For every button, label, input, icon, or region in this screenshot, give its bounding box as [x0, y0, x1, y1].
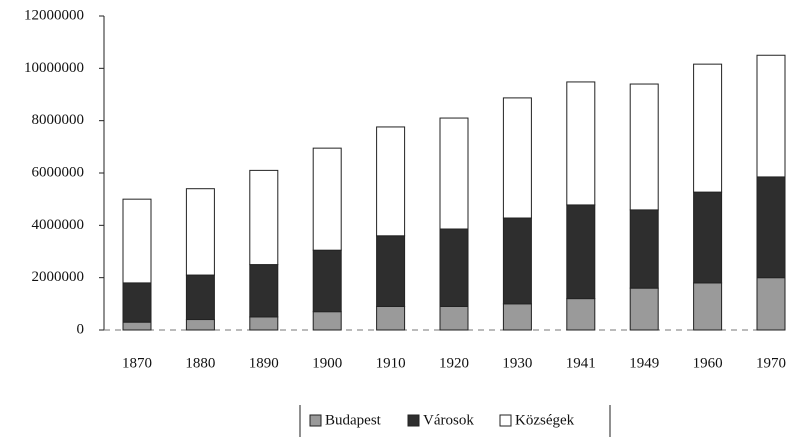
x-tick-label: 1941	[566, 355, 596, 371]
y-tick-label: 12000000	[24, 7, 84, 23]
bar-segment	[756, 176, 786, 279]
x-tick-label: 1900	[312, 355, 342, 371]
bar-segment	[502, 217, 532, 305]
bar-segment	[376, 305, 406, 331]
x-tick-label: 1970	[756, 355, 786, 371]
bar-segment	[439, 228, 469, 307]
bar-segment	[122, 282, 152, 323]
legend-swatch	[499, 414, 512, 427]
bar-segment	[376, 235, 406, 307]
bar-segment	[185, 319, 215, 331]
x-tick-label: 1890	[249, 355, 279, 371]
bar-segment	[249, 264, 279, 318]
y-tick-label: 6000000	[32, 164, 85, 180]
x-tick-label: 1960	[693, 355, 723, 371]
bar-segment	[693, 191, 723, 284]
bar-segment	[185, 274, 215, 321]
x-tick-label: 1880	[185, 355, 215, 371]
y-tick-label: 8000000	[32, 112, 85, 128]
y-tick-label: 10000000	[24, 60, 84, 76]
bar-segment	[185, 188, 215, 276]
y-tick-label: 2000000	[32, 269, 85, 285]
bar-segment	[312, 311, 342, 331]
bar-segment	[312, 147, 342, 251]
bar-segment	[629, 83, 659, 211]
x-tick-label: 1920	[439, 355, 469, 371]
legend-label: Városok	[423, 412, 474, 428]
bar-segment	[249, 169, 279, 266]
bar-segment	[566, 204, 596, 300]
bar-segment	[122, 321, 152, 331]
legend-swatch	[309, 414, 322, 427]
legend-swatch	[407, 414, 420, 427]
bar-segment	[566, 298, 596, 331]
y-tick-label: 4000000	[32, 217, 85, 233]
bar-segment	[439, 117, 469, 230]
bar-segment	[502, 303, 532, 331]
bar-segment	[756, 54, 786, 178]
bar-segment	[566, 81, 596, 206]
x-tick-label: 1930	[502, 355, 532, 371]
bar-segment	[756, 277, 786, 331]
bar-segment	[629, 287, 659, 331]
bar-segment	[629, 209, 659, 289]
bar-segment	[122, 198, 152, 284]
legend-label: Községek	[515, 412, 575, 428]
x-tick-label: 1949	[629, 355, 659, 371]
bar-segment	[693, 63, 723, 193]
bar-segment	[376, 126, 406, 237]
x-tick-label: 1910	[376, 355, 406, 371]
x-tick-label: 1870	[122, 355, 152, 371]
bar-segment	[439, 305, 469, 331]
bar-segment	[502, 97, 532, 219]
bar-segment	[249, 316, 279, 331]
legend-label: Budapest	[325, 412, 382, 428]
y-tick-label: 0	[77, 321, 85, 337]
bar-segment	[693, 282, 723, 331]
bar-segment	[312, 249, 342, 313]
